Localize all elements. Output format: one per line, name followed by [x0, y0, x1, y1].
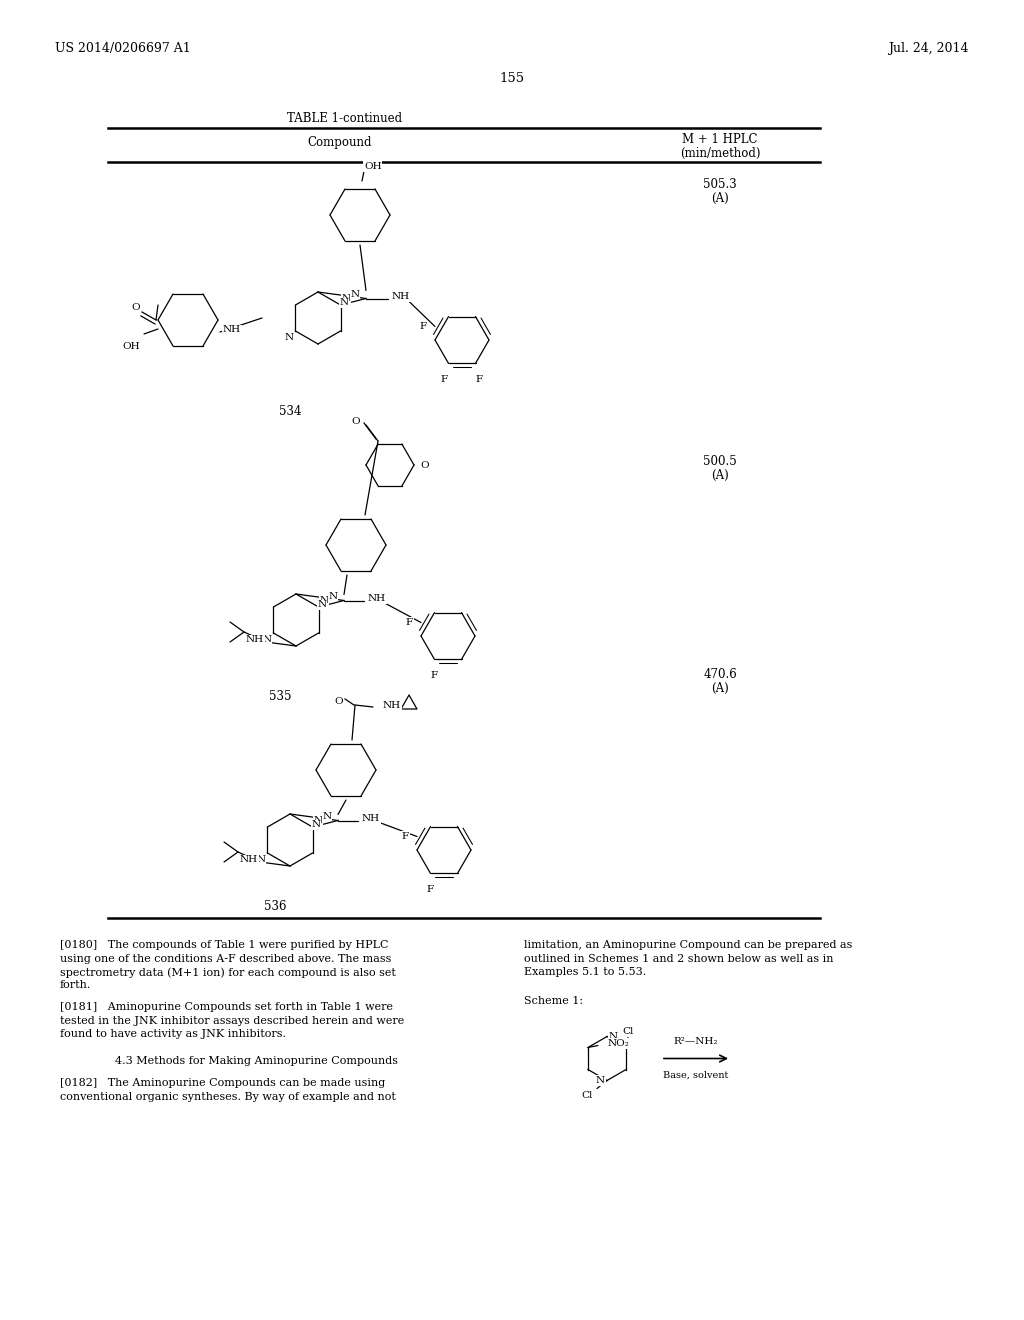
Text: (A): (A) [711, 469, 729, 482]
Text: tested in the JNK inhibitor assays described herein and were: tested in the JNK inhibitor assays descr… [60, 1015, 404, 1026]
Text: NH: NH [240, 855, 258, 865]
Text: Cl: Cl [582, 1090, 593, 1100]
Text: O: O [420, 461, 429, 470]
Text: Base, solvent: Base, solvent [664, 1071, 729, 1080]
Text: NH: NH [362, 814, 380, 822]
Text: [0180]   The compounds of Table 1 were purified by HPLC: [0180] The compounds of Table 1 were pur… [60, 940, 388, 950]
Text: 155: 155 [500, 73, 524, 84]
Text: using one of the conditions A-F described above. The mass: using one of the conditions A-F describe… [60, 953, 391, 964]
Text: F: F [427, 884, 434, 894]
Text: outlined in Schemes 1 and 2 shown below as well as in: outlined in Schemes 1 and 2 shown below … [524, 953, 834, 964]
Text: [0182]   The Aminopurine Compounds can be made using: [0182] The Aminopurine Compounds can be … [60, 1078, 385, 1088]
Text: N: N [329, 591, 338, 601]
Text: O: O [335, 697, 343, 705]
Text: NH: NH [383, 701, 401, 710]
Text: N: N [317, 601, 327, 610]
Text: Scheme 1:: Scheme 1: [524, 997, 583, 1006]
Text: O: O [351, 417, 360, 425]
Text: (min/method): (min/method) [680, 147, 760, 160]
Text: Compound: Compound [308, 136, 373, 149]
Text: N: N [609, 1032, 618, 1041]
Text: NH: NH [246, 635, 264, 644]
Text: NH: NH [392, 292, 411, 301]
Text: forth.: forth. [60, 981, 91, 990]
Text: N: N [313, 816, 323, 825]
Text: 535: 535 [268, 690, 291, 704]
Text: [0181]   Aminopurine Compounds set forth in Table 1 were: [0181] Aminopurine Compounds set forth i… [60, 1002, 393, 1012]
Text: TABLE 1-continued: TABLE 1-continued [288, 112, 402, 125]
Text: OH: OH [123, 342, 140, 351]
Text: F: F [420, 322, 427, 331]
Text: 536: 536 [264, 900, 287, 913]
Text: F: F [441, 375, 449, 384]
Text: NH: NH [368, 594, 386, 603]
Text: F: F [406, 618, 413, 627]
Text: OH: OH [364, 162, 382, 172]
Text: N: N [339, 298, 348, 308]
Text: limitation, an Aminopurine Compound can be prepared as: limitation, an Aminopurine Compound can … [524, 940, 852, 950]
Text: spectrometry data (M+1 ion) for each compound is also set: spectrometry data (M+1 ion) for each com… [60, 968, 396, 978]
Text: F: F [401, 832, 409, 841]
Text: F: F [476, 375, 483, 384]
Text: 500.5: 500.5 [703, 455, 737, 469]
Text: N: N [342, 294, 350, 304]
Text: N: N [311, 820, 321, 829]
Text: N: N [256, 855, 265, 865]
Text: found to have activity as JNK inhibitors.: found to have activity as JNK inhibitors… [60, 1030, 286, 1039]
Text: Examples 5.1 to 5.53.: Examples 5.1 to 5.53. [524, 968, 646, 977]
Text: N: N [350, 290, 359, 298]
Text: Jul. 24, 2014: Jul. 24, 2014 [889, 42, 969, 55]
Text: N: N [323, 812, 332, 821]
Text: NH: NH [223, 326, 241, 334]
Text: 505.3: 505.3 [703, 178, 737, 191]
Text: (A): (A) [711, 191, 729, 205]
Text: NO₂: NO₂ [608, 1039, 630, 1048]
Text: 470.6: 470.6 [703, 668, 737, 681]
Text: 4.3 Methods for Making Aminopurine Compounds: 4.3 Methods for Making Aminopurine Compo… [115, 1056, 398, 1067]
Text: O: O [131, 304, 140, 313]
Text: US 2014/0206697 A1: US 2014/0206697 A1 [55, 42, 190, 55]
Text: F: F [431, 671, 438, 680]
Text: N: N [319, 597, 329, 605]
Text: 534: 534 [279, 405, 301, 418]
Text: Cl: Cl [623, 1027, 634, 1035]
Text: N: N [285, 333, 294, 342]
Text: N: N [262, 635, 271, 644]
Text: M + 1 HPLC: M + 1 HPLC [682, 133, 758, 147]
Text: (A): (A) [711, 682, 729, 696]
Text: conventional organic syntheses. By way of example and not: conventional organic syntheses. By way o… [60, 1092, 396, 1101]
Text: R²—NH₂: R²—NH₂ [674, 1038, 718, 1047]
Text: N: N [596, 1076, 605, 1085]
